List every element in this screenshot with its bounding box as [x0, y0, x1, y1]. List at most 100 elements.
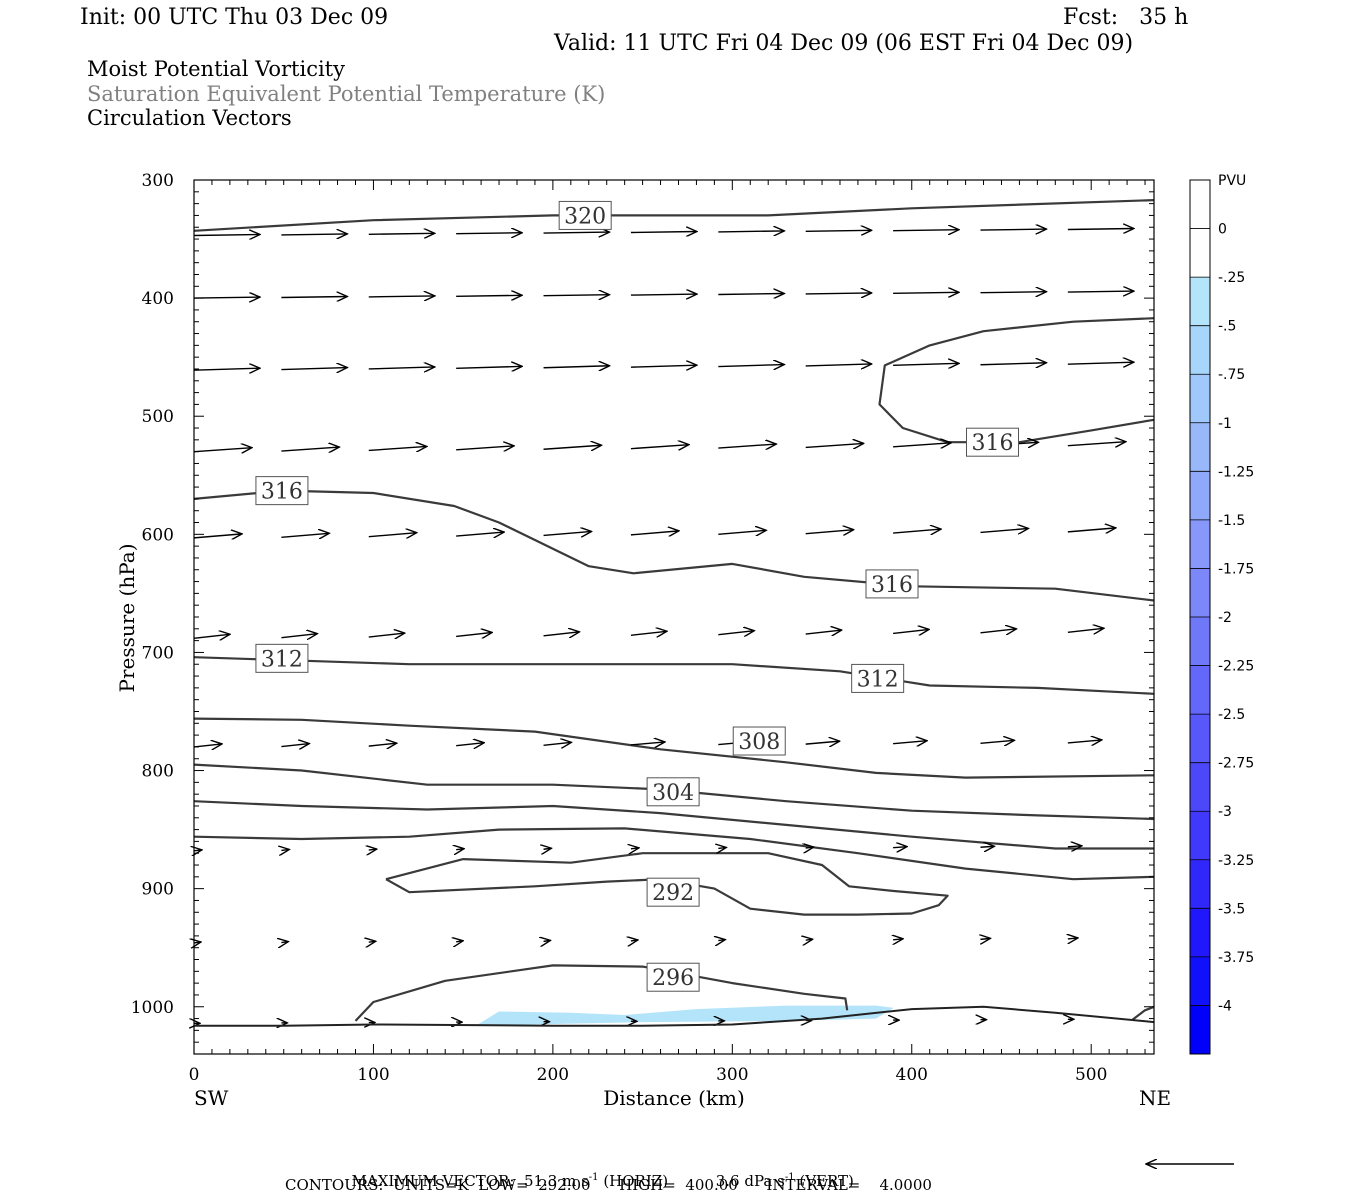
max-vert-exp: -1 — [784, 1172, 795, 1183]
circulation-vector — [805, 741, 840, 744]
circulation-vector — [980, 292, 1046, 293]
circulation-vector — [1067, 628, 1104, 632]
circulation-vector — [281, 447, 339, 451]
circulation-vector — [456, 295, 522, 296]
contour-label: 312 — [261, 647, 303, 672]
circulation-vector — [456, 849, 464, 850]
x-end-label-ne: NE — [1139, 1086, 1171, 1110]
circulation-vector — [544, 848, 552, 849]
circulation-vector — [281, 368, 347, 370]
colorbar-tick-label: -1.75 — [1218, 561, 1254, 577]
colorbar-tick-label: -3.75 — [1218, 950, 1254, 966]
circulation-vector — [543, 445, 602, 449]
colorbar-tick-label: 0 — [1218, 222, 1227, 238]
y-axis-label: Pressure (hPa) — [115, 544, 139, 693]
theta-contour-line — [193, 199, 1155, 232]
contour-label: 308 — [738, 730, 780, 755]
x-tick-label: 500 — [1075, 1065, 1107, 1085]
colorbar-tick-label: -1 — [1218, 416, 1232, 432]
circulation-vector — [281, 744, 309, 747]
contour-label: 296 — [652, 966, 694, 991]
contour-label: 316 — [871, 573, 913, 598]
circulation-vector — [193, 534, 242, 538]
contour-label-box — [646, 777, 700, 807]
circulation-vector — [193, 368, 260, 370]
circulation-vector — [281, 634, 317, 638]
contour-info: CONTOURS: UNITS=K LOW= 292.00 HIGH= 400.… — [285, 1176, 932, 1194]
circulation-vector — [980, 629, 1016, 633]
circulation-vector — [369, 849, 377, 850]
circulation-vector — [718, 631, 754, 635]
circulation-vector — [543, 632, 580, 636]
circulation-vector — [368, 296, 435, 297]
y-tick-label: 900 — [142, 880, 174, 900]
contour-label: 316 — [261, 480, 303, 505]
circulation-vector — [980, 938, 990, 939]
colorbar-band — [1190, 180, 1210, 230]
field-title-mpv: Moist Potential Vorticity — [87, 57, 345, 81]
valid-time: Valid: 11 UTC Fri 04 Dec 09 (06 EST Fri … — [554, 31, 1134, 56]
circulation-vector — [718, 940, 725, 941]
x-tick-label: 300 — [716, 1065, 748, 1085]
circulation-vector — [193, 634, 230, 638]
y-tick-label: 800 — [142, 762, 174, 782]
circulation-vector — [368, 446, 427, 450]
colorbar-tick-label: -2.5 — [1218, 707, 1245, 723]
circulation-vector — [980, 740, 1014, 743]
circulation-vector — [544, 940, 551, 941]
contour-label-box — [646, 877, 700, 907]
x-tick-label: 0 — [189, 1065, 200, 1085]
colorbar-tick-label: -1.5 — [1218, 513, 1245, 529]
y-tick-label: 1000 — [131, 998, 174, 1018]
colorbar-tick-label: -2 — [1218, 610, 1232, 626]
circulation-vector — [805, 364, 872, 366]
circulation-vector — [456, 743, 484, 746]
colorbar-band — [1190, 859, 1210, 909]
circulation-vector — [718, 847, 726, 848]
x-axis-label: Distance (km) — [603, 1086, 745, 1110]
colorbar-tick-label: -3.25 — [1218, 853, 1254, 869]
circulation-vector — [893, 529, 941, 533]
circulation-vector — [806, 939, 813, 940]
colorbar-band — [1190, 228, 1210, 278]
circulation-vector — [1067, 229, 1134, 230]
contour-label: 320 — [564, 204, 606, 229]
circulation-vector — [194, 850, 202, 851]
colorbar-band — [1190, 811, 1210, 861]
theta-contour-line — [193, 827, 1155, 881]
colorbar-band — [1190, 568, 1210, 618]
circulation-vector — [1067, 528, 1116, 532]
colorbar-band — [1190, 471, 1210, 521]
colorbar-band — [1190, 1005, 1210, 1055]
colorbar-band — [1190, 422, 1210, 472]
circulation-vector — [456, 532, 504, 536]
field-title-theta: Saturation Equivalent Potential Temperat… — [87, 82, 606, 106]
y-tick-label: 300 — [142, 171, 174, 191]
max-vector-label: MAXIMUM VECTOR: — [351, 1172, 515, 1190]
y-tick-label: 500 — [142, 407, 174, 427]
circulation-vector — [456, 941, 463, 942]
circulation-vector — [718, 530, 766, 534]
circulation-vector — [630, 531, 679, 535]
surface-line — [194, 1005, 1155, 1027]
circulation-vector — [893, 847, 907, 848]
field-title-vectors: Circulation Vectors — [87, 106, 292, 130]
colorbar-band — [1190, 714, 1210, 764]
circulation-vector — [893, 230, 959, 231]
contour-label: 304 — [652, 781, 694, 806]
circulation-vector — [980, 363, 1046, 365]
colorbar-tick-label: -3 — [1218, 804, 1232, 820]
theta-contour-line — [193, 800, 1154, 850]
colorbar-title: PVU — [1218, 173, 1246, 189]
contour-label-box — [255, 643, 309, 673]
circulation-vector — [631, 848, 639, 849]
contour-label-box — [865, 569, 919, 599]
contour-label: 312 — [857, 667, 899, 692]
contour-label: 316 — [972, 431, 1014, 456]
circulation-vector — [893, 939, 903, 940]
circulation-vector — [805, 443, 864, 447]
contour-label-box — [646, 962, 700, 992]
circulation-vector — [543, 742, 572, 745]
circulation-vector — [369, 941, 376, 942]
theta-contour-line — [354, 964, 849, 1022]
